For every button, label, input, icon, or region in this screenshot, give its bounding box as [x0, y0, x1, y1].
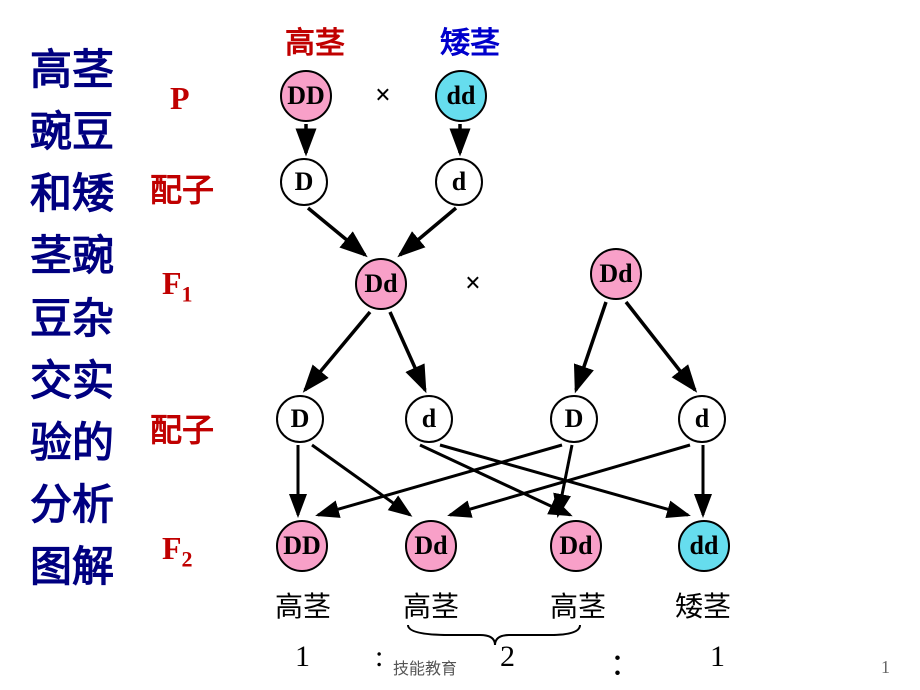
cross-F1: ×: [465, 268, 481, 300]
stage-gamete1: 配子: [150, 165, 214, 211]
node-P-DD: DD: [280, 70, 332, 122]
arrows-svg: [150, 0, 920, 690]
parent-tall-label: 高茎: [285, 18, 345, 62]
pheno-f2-2: 高茎: [403, 585, 459, 625]
node-F1-Dd-b: Dd: [590, 248, 642, 300]
node-F1-Dd-a: Dd: [355, 258, 407, 310]
ratio-3: 1: [710, 640, 725, 674]
stage-F2: F2: [162, 530, 193, 572]
node-F2-dd: dd: [678, 520, 730, 572]
footer-text: 技能教育: [393, 655, 457, 679]
cross-P: ×: [375, 80, 391, 112]
pheno-f2-1: 高茎: [275, 585, 331, 625]
pheno-f2-3: 高茎: [550, 585, 606, 625]
parent-dwarf-label: 矮茎: [440, 18, 500, 62]
node-G1-d: d: [435, 158, 483, 206]
stage-P: P: [170, 80, 190, 117]
node-G2-d-a: d: [405, 395, 453, 443]
genetics-diagram: P 配子 F1 配子 F2 高茎 矮茎 DD × dd D d Dd × Dd …: [150, 0, 920, 690]
node-F2-Dd-1: Dd: [405, 520, 457, 572]
node-F2-Dd-2: Dd: [550, 520, 602, 572]
node-P-dd: dd: [435, 70, 487, 122]
node-G2-D-a: D: [276, 395, 324, 443]
node-G2-D-b: D: [550, 395, 598, 443]
title-vertical: 高茎 豌豆 和矮 茎豌 豆杂 交实 验的 分析 图解: [30, 40, 120, 599]
stage-F1: F1: [162, 265, 193, 307]
page-number: 1: [881, 657, 890, 678]
ratio-sep1: :: [375, 640, 383, 674]
node-G2-d-b: d: [678, 395, 726, 443]
node-F2-DD: DD: [276, 520, 328, 572]
pheno-f2-4: 矮茎: [675, 585, 731, 625]
ratio-1: 1: [295, 640, 310, 674]
ratio-2: 2: [500, 640, 515, 674]
stage-gamete2: 配子: [150, 405, 214, 451]
ratio-sep2: ：: [610, 640, 640, 684]
node-G1-D: D: [280, 158, 328, 206]
